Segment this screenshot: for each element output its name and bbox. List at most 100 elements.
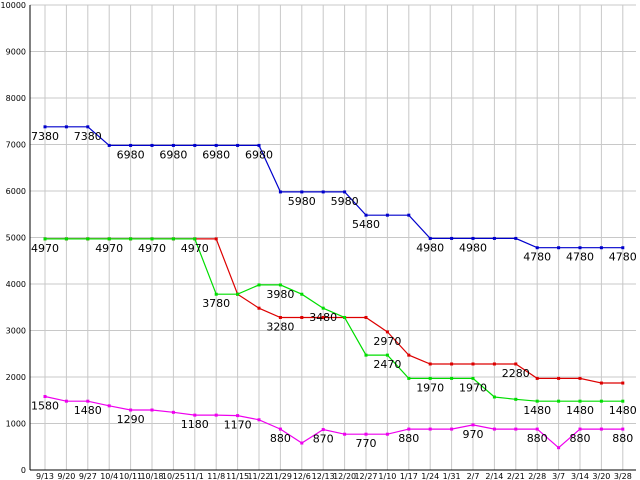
data-label: 6980 [245,148,273,161]
grid-lines [30,4,636,471]
series-4-point [428,427,432,431]
data-label: 4780 [523,251,551,264]
series-2-point [407,353,411,357]
series-1-point [557,246,561,250]
series-3-point [514,397,518,401]
series-3-point [300,292,304,296]
series-2-point [321,315,325,319]
series-4-point [450,427,454,431]
x-tick-label: 1/31 [443,472,461,480]
data-label: 1480 [609,404,637,417]
series-3-point [535,399,539,403]
series-1-point [492,236,496,240]
series-4-point [385,432,389,436]
x-tick-label: 10/18 [140,472,163,480]
x-tick-label: 1/24 [421,472,439,480]
y-tick-label: 1000 [6,420,26,429]
series-3-point [321,306,325,310]
series-3-point [107,237,111,241]
x-tick-label: 11/8 [207,472,225,480]
y-tick-label: 5000 [6,234,26,243]
series-2-point [257,306,261,310]
x-tick-label: 10/4 [100,472,118,480]
y-tick-label: 10000 [1,1,26,10]
data-labels: 7380 7380 6980 6980 6980 6980 5980 5980 5480 4980… [31,130,637,450]
x-tick-label: 2/7 [467,472,480,480]
x-tick-label: 11/15 [226,472,249,480]
data-label: 880 [270,432,291,445]
data-label: 4970 [181,242,209,255]
x-tick-label: 11/22 [247,472,270,480]
series-line-1 [45,126,623,249]
x-tick-label: 12/13 [312,472,335,480]
data-label: 2970 [373,335,401,348]
series-1-point [236,143,240,147]
series-2-point [385,330,389,334]
data-label: 880 [527,432,548,445]
series-4-point [150,408,154,412]
data-label: 1480 [566,404,594,417]
series-4-point [257,418,261,422]
series-1-point [450,236,454,240]
series-2-point [278,315,282,319]
x-tick-label: 3/7 [552,472,565,480]
data-label: 4980 [416,241,444,254]
data-label: 2470 [373,358,401,371]
series-4-point [236,414,240,418]
x-tick-label: 10/25 [162,472,185,480]
data-label: 970 [463,428,484,441]
data-label: 3980 [266,288,294,301]
data-label: 770 [356,437,377,450]
series-1-point [321,190,325,194]
series-3-point [129,237,133,241]
x-tick-label: 9/13 [36,472,54,480]
series-1-point [150,143,154,147]
x-tick-label: 9/20 [57,472,75,480]
series-2-point [364,315,368,319]
x-tick-label: 2/14 [485,472,503,480]
series-1-point [428,236,432,240]
series-2-point [214,237,218,241]
data-label: 2280 [502,367,530,380]
data-label: 880 [398,432,419,445]
x-tick-label: 3/20 [592,472,610,480]
series-3-point [64,237,68,241]
series-4-point [300,441,304,445]
series-4-point [599,427,603,431]
series-4-point [471,423,475,427]
y-tick-labels: 0 1000 2000 3000 4000 5000 6000 7000 8000 9000 100… [1,1,26,475]
data-label: 3780 [202,297,230,310]
data-label: 4970 [95,242,123,255]
series-2-point [300,315,304,319]
series-3-point [236,292,240,296]
data-label: 4970 [31,242,59,255]
series-1-point [278,190,282,194]
data-label: 880 [570,432,591,445]
series-1-point [129,143,133,147]
data-label: 1170 [224,419,252,432]
series-4-point [278,427,282,431]
data-label: 880 [612,432,633,445]
series-3-point [257,283,261,287]
series-1-point [364,213,368,217]
x-tick-label: 12/27 [354,472,377,480]
data-label: 1180 [181,418,209,431]
series-4-point [578,427,582,431]
series-3-point [150,237,154,241]
series-2-point [428,362,432,366]
series-2-point [514,362,518,366]
series-4-point [43,395,47,399]
y-tick-label: 0 [21,466,26,475]
series-3-point [385,353,389,357]
data-label: 6980 [202,148,230,161]
series-1-point [257,143,261,147]
series-1-point [86,125,90,129]
series-1-point [193,143,197,147]
series-1-point [514,236,518,240]
series-3-point [450,376,454,380]
series-4-point [492,427,496,431]
series-3-point [43,237,47,241]
x-tick-label: 3/14 [571,472,589,480]
